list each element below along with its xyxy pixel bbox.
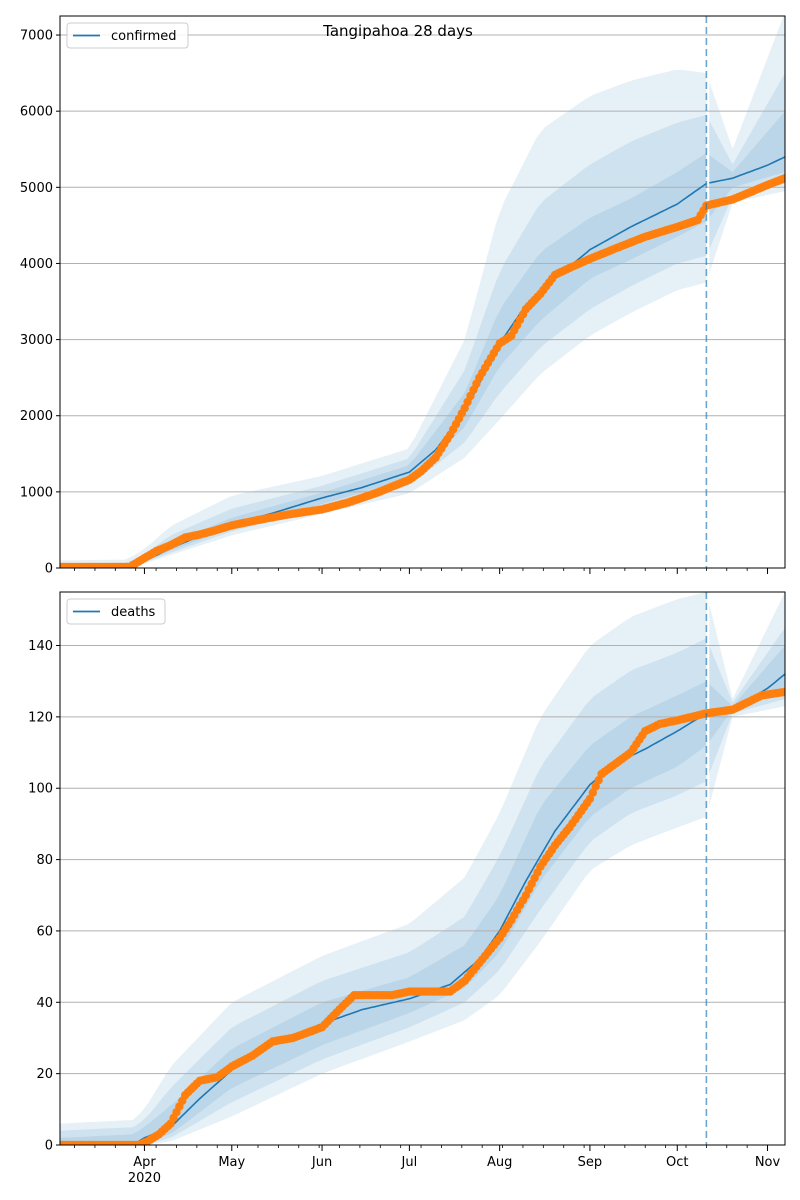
figure-title: Tangipahoa 28 days (322, 22, 473, 40)
y-tick-label: 7000 (20, 29, 53, 44)
y-tick-label: 20 (36, 1067, 53, 1082)
legend-box (66, 598, 166, 625)
uncertainty-band-2 (709, 73, 785, 250)
x-year-label: 2020 (128, 1171, 161, 1186)
y-tick-label: 2000 (20, 409, 53, 424)
x-tick-label: Apr (133, 1155, 156, 1170)
y-tick-label: 120 (28, 710, 53, 725)
observed-point (780, 174, 785, 183)
observed-point (588, 788, 597, 797)
legend: confirmed (66, 22, 189, 49)
y-tick-label: 5000 (20, 181, 53, 196)
uncertainty-band-3 (60, 153, 707, 568)
x-tick-label: Aug (487, 1155, 512, 1170)
y-tick-label: 0 (45, 562, 53, 577)
x-tick-label: Oct (666, 1155, 688, 1170)
y-tick-label: 0 (45, 1139, 53, 1154)
y-tick-label: 100 (28, 782, 53, 797)
y-tick-label: 6000 (20, 105, 53, 120)
axes-frame (59, 15, 786, 569)
legend-box (66, 22, 189, 49)
x-tick-label: Sep (578, 1155, 603, 1170)
x-tick-label: May (218, 1155, 245, 1170)
uncertainty-band-3 (709, 645, 785, 742)
y-tick-label: 3000 (20, 333, 53, 348)
y-tick-label: 60 (36, 924, 53, 939)
observed-point (780, 687, 785, 697)
y-tick-label: 1000 (20, 485, 53, 500)
y-tick-label: 140 (28, 639, 53, 654)
legend-label: deaths (111, 605, 156, 620)
legend-label: confirmed (111, 29, 177, 44)
legend: deaths (66, 598, 166, 625)
deaths-panel: 0 20 40 60 80 100 120 140 Apr May Jun Jul Aug Sep Oct N… (28, 591, 786, 1186)
observed-points (60, 174, 785, 568)
y-tick-label: 40 (36, 996, 53, 1011)
uncertainty-band-3 (60, 681, 707, 1145)
uncertainty-band-3 (709, 111, 785, 218)
axes-frame (59, 591, 786, 1146)
y-tick-label: 4000 (20, 257, 53, 272)
plot-area (60, 592, 785, 1145)
uncertainty-band-1 (60, 592, 707, 1145)
uncertainty-band-2 (60, 115, 707, 568)
observed-points (60, 687, 785, 1145)
plot-area (60, 16, 785, 568)
series-line-confirmed (709, 156, 785, 184)
x-tick-label: Jul (401, 1155, 418, 1170)
uncertainty-band-1 (60, 69, 707, 568)
confirmed-panel: 0 1000 2000 3000 4000 5000 6000 7000 confirmed (20, 15, 786, 577)
uncertainty-band-1 (709, 16, 785, 274)
uncertainty-band-2 (60, 638, 707, 1145)
x-tick-label: Nov (755, 1155, 781, 1170)
x-tick-label: Jun (311, 1155, 332, 1170)
y-tick-label: 80 (36, 853, 53, 868)
